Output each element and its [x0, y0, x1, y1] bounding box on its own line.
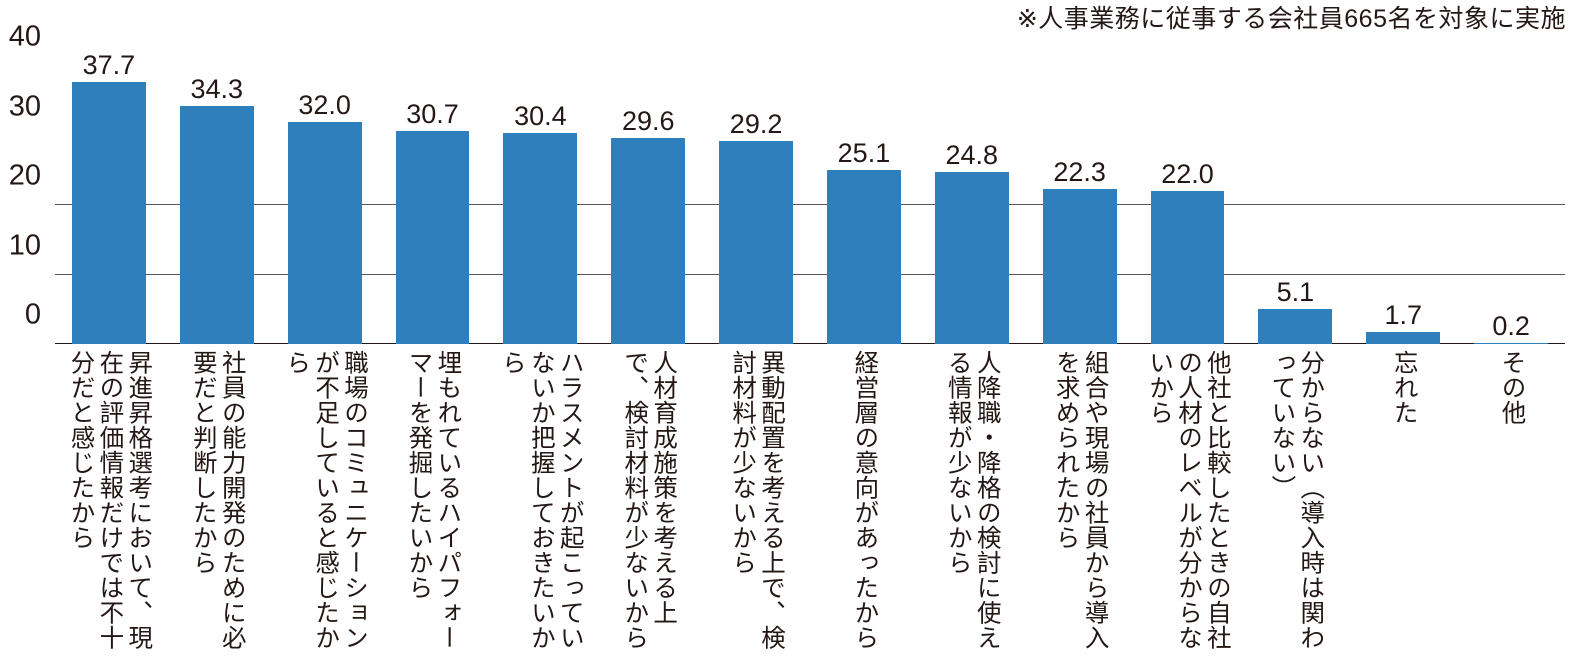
category-label: 他社と比較したときの自社の人材のレベルが分からないから — [1146, 350, 1231, 650]
bar[interactable] — [179, 105, 254, 344]
bar-value-label: 0.2 — [1492, 310, 1530, 341]
gridline — [55, 204, 1565, 205]
bar[interactable] — [611, 138, 686, 344]
category-slot: 忘れた — [1349, 350, 1457, 655]
bar-value-label: 25.1 — [837, 137, 891, 168]
bar-value-label: 32.0 — [298, 89, 351, 120]
category-slot: 人材育成施策を考える上で、検討材料が少ないから — [594, 350, 702, 655]
category-slot: 昇進昇格選考において、現在の評価情報だけでは不十分だと感じたから — [55, 350, 163, 655]
bar[interactable] — [934, 171, 1009, 344]
category-label: 異動配置を考える上で、検討材料が少ないから — [729, 350, 785, 650]
bar[interactable] — [287, 121, 362, 344]
bar-slot: 32.0 — [271, 66, 379, 344]
category-slot: その他 — [1457, 350, 1565, 655]
bar-value-label: 30.7 — [406, 98, 459, 129]
category-label: ハラスメントが起こっていないか把握しておきたいから — [498, 350, 584, 650]
bar[interactable] — [503, 132, 578, 344]
bar-value-label: 24.8 — [945, 139, 999, 170]
bar-value-label: 1.7 — [1384, 300, 1423, 331]
bar[interactable] — [1474, 342, 1549, 344]
category-label: 人降職・降格の検討に使える情報が少ないから — [944, 350, 1001, 650]
y-axis-tick-label: 40 — [8, 20, 41, 53]
category-label: 分からない（導入時は関わっていない） — [1268, 350, 1325, 650]
bar-slot: 29.6 — [594, 66, 702, 344]
bar-slot: 25.1 — [810, 66, 918, 344]
bar[interactable] — [395, 130, 470, 344]
category-slot: 分からない（導入時は関わっていない） — [1241, 350, 1349, 655]
category-slot: 人降職・降格の検討に使える情報が少ないから — [918, 350, 1026, 655]
bar[interactable] — [719, 141, 794, 344]
category-slot: 他社と比較したときの自社の人材のレベルが分からないから — [1134, 350, 1242, 655]
category-slot: 異動配置を考える上で、検討材料が少ないから — [702, 350, 810, 655]
bar-slot: 22.0 — [1134, 66, 1242, 344]
category-slot: 経営層の意向があったから — [810, 350, 918, 655]
bar-slot: 37.7 — [55, 52, 163, 344]
bar-slot: 1.7 — [1349, 66, 1457, 344]
bar[interactable] — [827, 169, 901, 344]
bar[interactable] — [1042, 189, 1117, 344]
bar-series: 37.7 34.3 32.0 30.7 30.4 29.6 29.2 25.1 24.8 22.3… — [55, 52, 1565, 344]
bar[interactable] — [1366, 332, 1441, 344]
bar-slot: 30.7 — [379, 66, 487, 344]
category-label: 埋もれているハイパフォーマーを発掘したいから — [405, 350, 462, 650]
bar-slot: 22.3 — [1026, 66, 1134, 344]
bar-slot: 0.2 — [1457, 66, 1565, 344]
bar-slot: 29.2 — [702, 66, 810, 344]
bar[interactable] — [1150, 191, 1225, 344]
category-label: 経営層の意向があったから — [851, 350, 879, 650]
category-label: 社員の能力開発のために必要だと判断したから — [189, 350, 246, 650]
category-label: 人材育成施策を考える上で、検討材料が少ないから — [621, 350, 678, 650]
bar-value-label: 22.3 — [1053, 157, 1106, 188]
bar-value-label: 34.3 — [190, 73, 244, 104]
category-label: その他 — [1498, 350, 1526, 425]
category-slot: 組合や現場の社員から導入を求められたから — [1026, 350, 1134, 655]
bar-value-label: 30.4 — [514, 100, 567, 131]
category-slot: 埋もれているハイパフォーマーを発掘したいから — [379, 350, 487, 655]
bar-slot: 34.3 — [163, 66, 271, 344]
category-label: 忘れた — [1390, 350, 1418, 425]
category-label: 組合や現場の社員から導入を求められたから — [1052, 350, 1109, 650]
y-axis-tick-label: 30 — [8, 90, 41, 122]
bar-slot: 30.4 — [486, 66, 594, 344]
gridline — [55, 273, 1565, 275]
x-axis-line — [55, 343, 1565, 344]
y-axis-tick-label: 10 — [8, 229, 41, 261]
bar-value-label: 37.7 — [82, 50, 136, 80]
bar-value-label: 22.0 — [1161, 159, 1214, 190]
category-label: 昇進昇格選考において、現在の評価情報だけでは不十分だと感じたから — [67, 350, 153, 650]
category-slot: ハラスメントが起こっていないか把握しておきたいから — [486, 350, 594, 655]
survey-annotation: ※人事業務に従事する会社員665名を対象に実施 — [1016, 5, 1566, 33]
bar[interactable] — [71, 82, 146, 344]
category-slot: 職場のコミュニケーションが不足していると感じたから — [271, 350, 379, 655]
bar-value-label: 5.1 — [1276, 276, 1315, 307]
y-axis-tick-label: 0 — [24, 298, 41, 331]
bar-value-label: 29.2 — [729, 109, 783, 140]
category-label: 職場のコミュニケーションが不足していると感じたから — [283, 350, 368, 650]
plot-area: 0 10 20 30 40 37.7 34.3 32.0 30.7 30.4 29.6 29.2 25… — [9, 22, 1565, 344]
bar-slot: 24.8 — [918, 66, 1026, 344]
category-slot: 社員の能力開発のために必要だと判断したから — [163, 350, 271, 655]
bar-slot: 5.1 — [1241, 66, 1349, 344]
bar[interactable] — [1258, 308, 1333, 344]
y-axis-tick-label: 20 — [8, 159, 41, 192]
x-axis-category-labels: 昇進昇格選考において、現在の評価情報だけでは不十分だと感じたから 社員の能力開発の… — [55, 350, 1565, 655]
bar-value-label: 29.6 — [621, 106, 675, 137]
